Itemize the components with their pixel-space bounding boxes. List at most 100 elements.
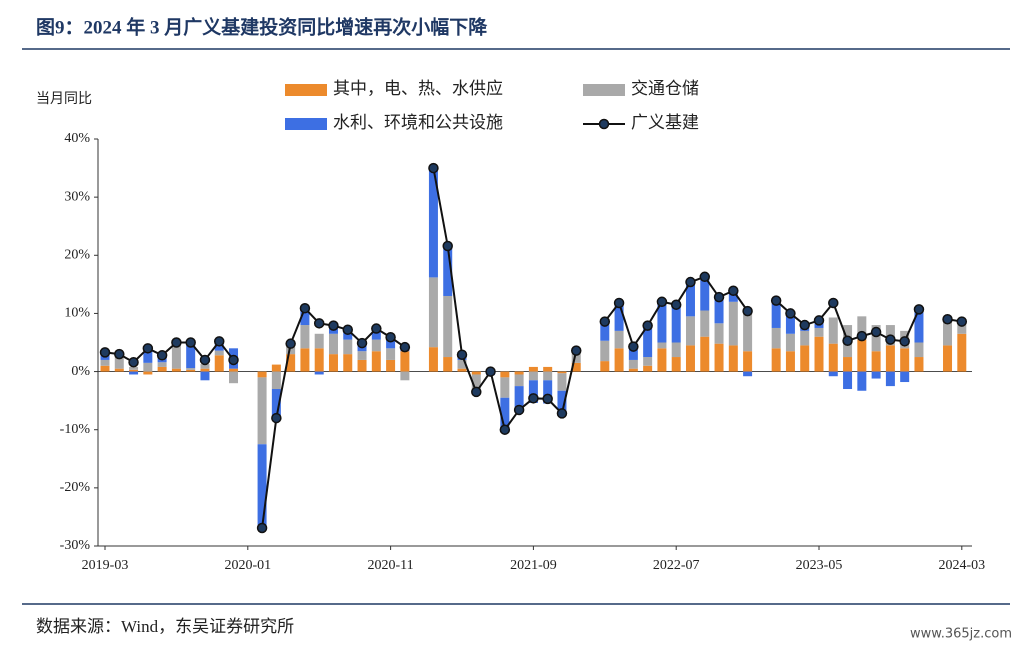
y-tick-label: -30% (60, 538, 91, 553)
line-marker (942, 313, 953, 325)
bar (443, 357, 453, 372)
bar (671, 304, 681, 343)
chart-title: 图9：2024 年 3 月广义基建投资同比增速再次小幅下降 (36, 15, 488, 38)
line-marker (685, 276, 696, 288)
bar (528, 380, 538, 403)
legend-swatch (285, 84, 327, 96)
line-marker (385, 332, 396, 343)
line-marker (256, 522, 268, 534)
bar (428, 168, 438, 278)
line-marker (570, 345, 582, 356)
bar (743, 371, 753, 377)
bar (843, 357, 853, 372)
line-marker (899, 336, 910, 347)
bar (129, 371, 139, 375)
line-marker (313, 318, 325, 329)
bar (428, 347, 438, 372)
bar (200, 364, 210, 369)
bar (814, 327, 824, 337)
bar (957, 322, 967, 334)
bar (400, 351, 410, 372)
bar (386, 337, 396, 349)
bar (100, 365, 110, 372)
bar (514, 386, 524, 410)
bar (885, 371, 895, 387)
y-tick-label: 30% (64, 189, 90, 204)
bar (386, 348, 396, 360)
line-marker (599, 316, 611, 327)
bar (371, 351, 381, 372)
bar (386, 359, 396, 372)
bar (700, 276, 710, 311)
bar (657, 348, 667, 372)
x-tick-label: 2023-05 (796, 558, 843, 573)
bar (643, 325, 653, 358)
bar (443, 295, 453, 358)
bar (471, 371, 481, 375)
line-marker (99, 347, 111, 358)
line-marker (156, 350, 168, 361)
bar (728, 345, 738, 372)
bar (685, 345, 695, 372)
bar (571, 362, 581, 372)
y-tick-label: -20% (60, 480, 91, 495)
bar (643, 357, 653, 366)
bar (186, 368, 196, 370)
bar (300, 308, 310, 326)
y-tick-label: 10% (64, 306, 90, 321)
bar (914, 309, 924, 343)
bar (600, 361, 610, 372)
bar (828, 343, 838, 372)
bar (500, 371, 510, 378)
line-marker (856, 330, 868, 342)
line-marker (913, 304, 925, 315)
bar (900, 371, 910, 383)
source: 数据来源：Wind，东吴证券研究所 (36, 617, 294, 636)
bar (628, 359, 638, 369)
line-marker (356, 337, 368, 349)
bar (857, 316, 867, 340)
bar (543, 380, 553, 404)
bar (143, 371, 153, 375)
bar (900, 348, 910, 372)
line-marker (456, 349, 468, 360)
x-tick-label: 2019-03 (82, 558, 129, 573)
bar (728, 301, 738, 346)
line-marker (171, 337, 182, 348)
bar (257, 371, 267, 378)
line-marker (699, 271, 711, 283)
bar (714, 323, 724, 344)
line-marker (371, 323, 382, 334)
bar (328, 354, 338, 372)
bar (743, 310, 753, 352)
bar (528, 371, 538, 381)
bar (885, 345, 895, 372)
bar (371, 328, 381, 340)
bar (943, 319, 953, 346)
line-marker (770, 295, 782, 306)
bar (171, 345, 181, 369)
line-marker (828, 297, 839, 309)
bar (157, 362, 167, 367)
line-marker (342, 324, 354, 335)
line-marker (471, 386, 482, 398)
line-marker (613, 297, 625, 309)
bar (186, 341, 196, 369)
bar (229, 368, 239, 372)
bar (214, 343, 224, 351)
bar (714, 297, 724, 324)
line-marker (670, 299, 682, 310)
bar (614, 302, 624, 331)
bar (114, 368, 124, 372)
line-marker (528, 393, 539, 404)
line-marker (813, 315, 825, 326)
bar (957, 333, 967, 372)
bar (628, 368, 638, 372)
x-tick-label: 2021-09 (510, 558, 557, 573)
bar (314, 371, 324, 375)
line-marker (114, 348, 125, 360)
bar (286, 345, 296, 355)
bar (871, 371, 881, 379)
bar (371, 339, 381, 352)
